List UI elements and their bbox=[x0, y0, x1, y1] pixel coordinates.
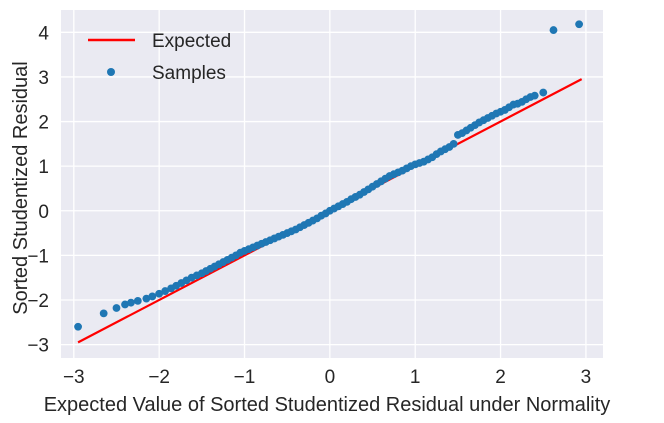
legend-samples-label: Samples bbox=[152, 63, 226, 84]
y-tick-label: −3 bbox=[27, 336, 49, 357]
sample-point bbox=[121, 300, 129, 309]
sample-point bbox=[530, 91, 539, 100]
sample-point bbox=[155, 289, 164, 298]
x-tick-label: 2 bbox=[495, 367, 506, 388]
sample-point bbox=[148, 292, 157, 301]
y-tick-label: 4 bbox=[38, 23, 49, 44]
x-tick-labels: −3 −2 −1 0 1 2 3 bbox=[63, 367, 591, 388]
sample-point bbox=[142, 294, 151, 303]
x-axis-label: Expected Value of Sorted Studentized Res… bbox=[44, 394, 611, 416]
y-axis-label: Sorted Studentized Residual bbox=[10, 61, 32, 315]
sample-point bbox=[449, 139, 458, 148]
y-tick-label: −1 bbox=[27, 246, 49, 267]
sample-point bbox=[99, 309, 108, 318]
sample-point bbox=[549, 26, 558, 34]
legend-expected-label: Expected bbox=[152, 31, 231, 52]
sample-point bbox=[133, 296, 142, 305]
sample-point bbox=[539, 88, 548, 97]
x-tick-label: 1 bbox=[410, 367, 421, 388]
series-layer bbox=[74, 20, 584, 344]
sample-point bbox=[161, 287, 170, 295]
sample-point bbox=[127, 298, 135, 307]
legend-samples-marker bbox=[107, 68, 115, 76]
sample-point bbox=[74, 322, 82, 331]
sample-point bbox=[112, 304, 121, 312]
sample-point bbox=[575, 20, 584, 29]
y-tick-label: 2 bbox=[38, 113, 49, 134]
y-tick-label: 1 bbox=[38, 157, 49, 178]
plot-area bbox=[61, 10, 603, 358]
legend: Expected Samples bbox=[88, 31, 231, 84]
y-tick-labels: −3 −2 −1 0 1 2 3 4 bbox=[27, 23, 49, 356]
x-tick-label: −1 bbox=[234, 367, 256, 388]
x-tick-label: 0 bbox=[325, 367, 336, 388]
grid bbox=[61, 10, 603, 358]
x-tick-label: −2 bbox=[148, 367, 170, 388]
y-tick-label: 0 bbox=[38, 202, 49, 223]
y-tick-label: 3 bbox=[38, 68, 49, 89]
x-tick-label: 3 bbox=[581, 367, 592, 388]
x-tick-label: −3 bbox=[63, 367, 85, 388]
y-tick-label: −2 bbox=[27, 291, 49, 312]
